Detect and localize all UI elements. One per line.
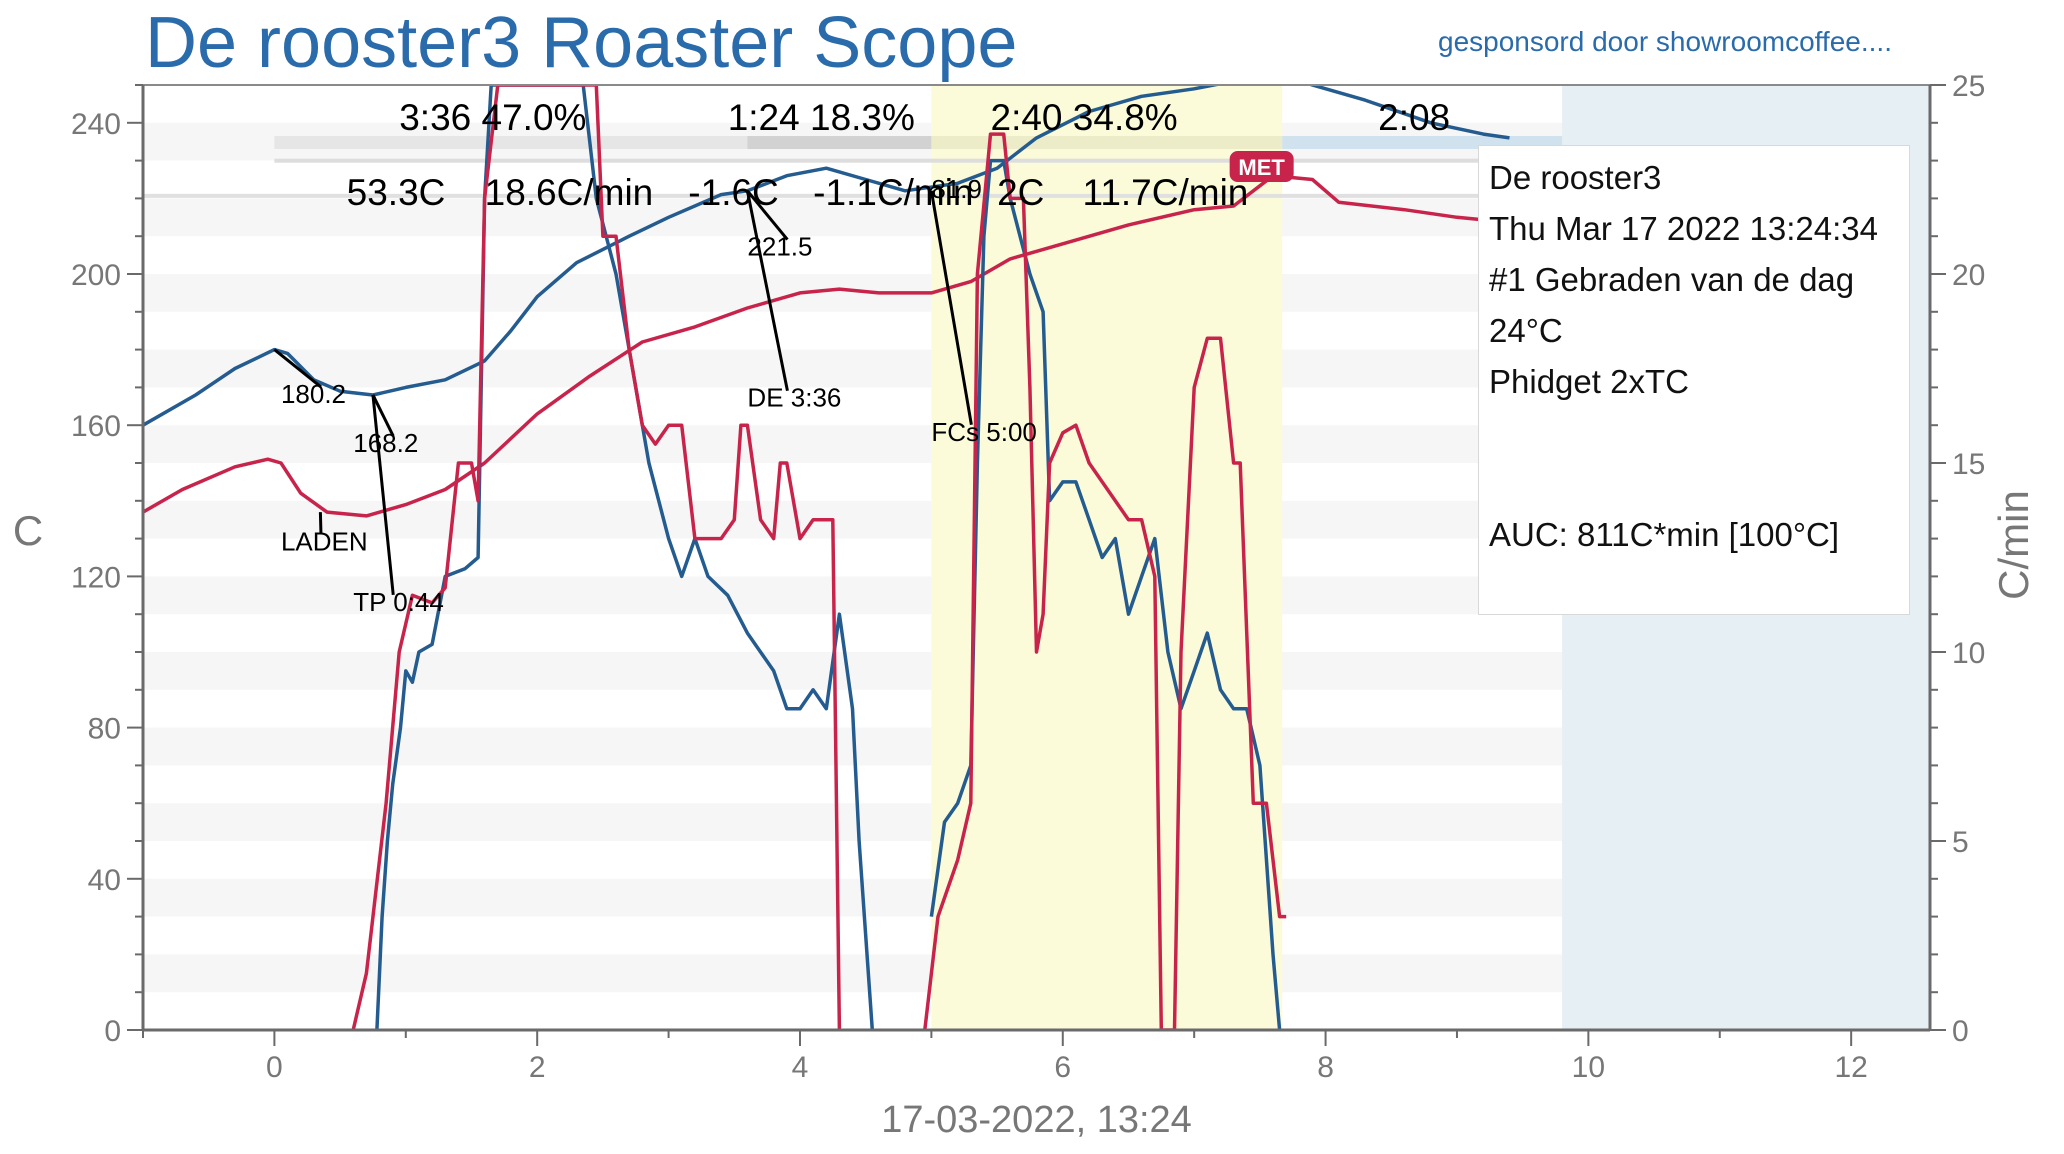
y2-axis-label: C/min bbox=[1990, 490, 2037, 600]
met-badge bbox=[1229, 151, 1294, 182]
y2-tick-label: 5 bbox=[1952, 826, 1969, 859]
x-tick-label: 4 bbox=[792, 1051, 809, 1084]
x-tick-label: 2 bbox=[529, 1051, 546, 1084]
annotation-leader bbox=[371, 394, 395, 596]
readout-bt-ror: 18.6C/min bbox=[485, 172, 654, 213]
readout-bt: 53.3C bbox=[347, 172, 446, 213]
x-tick-label: 12 bbox=[1834, 1051, 1867, 1084]
info-auc: AUC: 811C*min [100°C] bbox=[1489, 516, 1840, 553]
annotation-leader bbox=[745, 190, 789, 392]
bt_ror-line bbox=[375, 85, 875, 1030]
annotation-leader bbox=[273, 348, 322, 389]
annotation-label: 180.2 bbox=[281, 379, 346, 409]
annotation-label: LADEN bbox=[281, 526, 368, 556]
x-tick-label: 0 bbox=[266, 1051, 283, 1084]
x-tick-label: 8 bbox=[1317, 1051, 1334, 1084]
drying-bar bbox=[274, 136, 748, 150]
phase-drying-stat: 3:36 47.0% bbox=[399, 97, 586, 138]
info-datetime: Thu Mar 17 2022 13:24:34 bbox=[1489, 210, 1878, 247]
x-tick-label: 6 bbox=[1054, 1051, 1071, 1084]
y-tick-label: 40 bbox=[88, 864, 121, 897]
development-band bbox=[931, 85, 1283, 1030]
annotation-label: DE 3:36 bbox=[747, 383, 841, 413]
development-bar bbox=[931, 136, 1283, 150]
bt-line bbox=[143, 85, 1510, 427]
annotation-leader bbox=[746, 189, 789, 241]
y-tick-label: 120 bbox=[71, 561, 121, 594]
info-device: Phidget 2xTC bbox=[1489, 363, 1689, 400]
y-tick-label: 200 bbox=[71, 259, 121, 292]
maillard-bar bbox=[747, 136, 932, 150]
et_ror-line bbox=[351, 85, 842, 1030]
readout-et-ror: -1.1C/min bbox=[813, 172, 973, 213]
y2-tick-label: 20 bbox=[1952, 259, 1985, 292]
phase-cooling-stat: 2:08 bbox=[1378, 97, 1450, 138]
annotation-leader bbox=[318, 512, 323, 535]
sponsor-link[interactable]: gesponsord door showroomcoffee.... bbox=[1438, 26, 1892, 57]
info-roaster: De rooster3 bbox=[1489, 159, 1662, 196]
axes: 0 40 80 120 160 200 240 0 5 10 15 20 25 0 2 4 6 8 10 12 17-0… bbox=[13, 70, 2037, 1141]
phase-development-stat: 2:40 34.8% bbox=[991, 97, 1178, 138]
x-axis-label: 17-03-2022, 13:24 bbox=[881, 1099, 1192, 1141]
annotation-leader bbox=[929, 190, 973, 426]
y2-tick-label: 0 bbox=[1952, 1015, 1969, 1048]
chart-texts: 3:36 47.0% 1:24 18.3% 2:40 34.8% 2:08 53.3C 1… bbox=[347, 97, 1450, 213]
roast-info-box: De rooster3 Thu Mar 17 2022 13:24:34 #1 … bbox=[1478, 145, 1910, 615]
y2-tick-label: 15 bbox=[1952, 448, 1985, 481]
page-title: De rooster3 Roaster Scope bbox=[145, 3, 1018, 83]
annotation-label: 168.2 bbox=[353, 428, 418, 458]
y-axis-label: C bbox=[13, 507, 43, 554]
readout-et: -1.6C bbox=[688, 172, 778, 213]
x-tick-label: 10 bbox=[1572, 1051, 1605, 1084]
readout-extra2: 2C bbox=[997, 172, 1044, 213]
thin-bar bbox=[143, 193, 1510, 198]
y-tick-label: 80 bbox=[88, 713, 121, 746]
annotation-leader bbox=[371, 394, 395, 437]
y2-tick-label: 10 bbox=[1952, 637, 1985, 670]
y2-tick-label: 25 bbox=[1952, 70, 1985, 103]
y-tick-label: 240 bbox=[71, 108, 121, 141]
thin-bar bbox=[274, 158, 1563, 163]
phase-maillard-stat: 1:24 18.3% bbox=[728, 97, 915, 138]
et_ror_dev-line bbox=[923, 132, 1287, 1030]
info-ambient: 24°C bbox=[1489, 312, 1563, 349]
annotation-label: FCs 5:00 bbox=[931, 417, 1037, 447]
readout-extra1: 81.9 bbox=[931, 174, 982, 204]
info-batch: #1 Gebraden van de dag bbox=[1489, 261, 1855, 298]
met-badge-label: MET bbox=[1238, 155, 1285, 180]
y-tick-label: 160 bbox=[71, 410, 121, 443]
y-tick-label: 0 bbox=[104, 1015, 121, 1048]
annotation-label: TP 0:44 bbox=[353, 587, 444, 617]
bt_ror_dev-line bbox=[929, 158, 1282, 1030]
readout-extra3: 11.7C/min bbox=[1082, 172, 1248, 213]
